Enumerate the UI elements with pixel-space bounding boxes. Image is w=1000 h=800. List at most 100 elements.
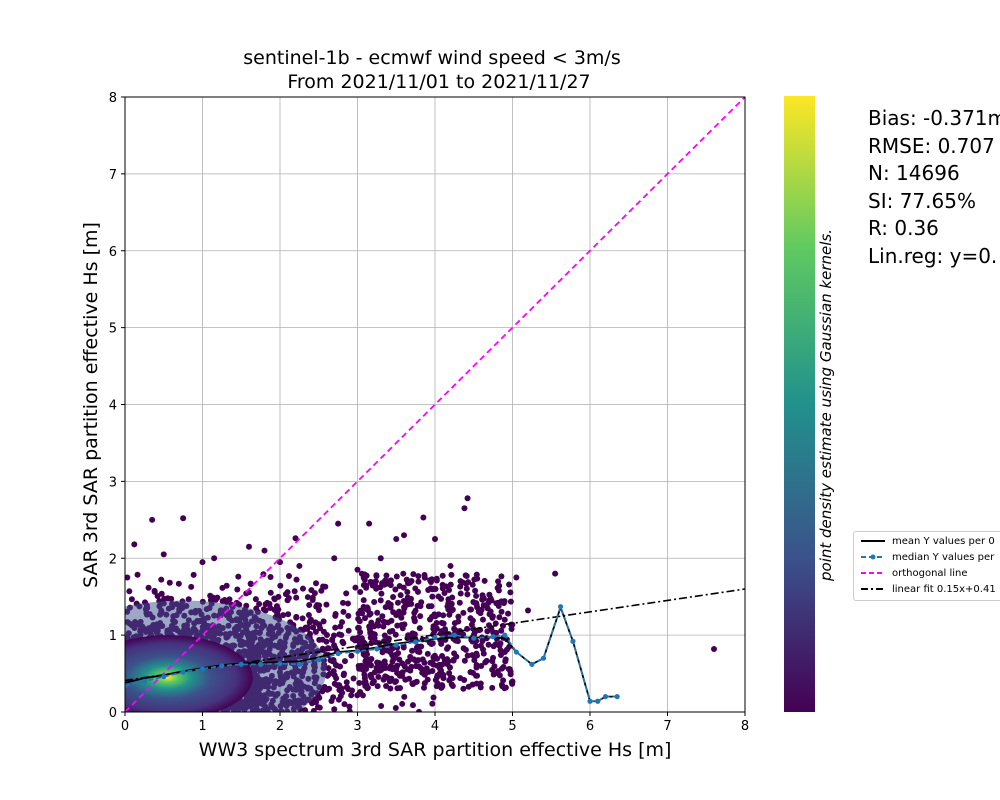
outlier-point (711, 645, 717, 652)
density-point (370, 678, 377, 685)
median-point (354, 648, 361, 654)
density-point (145, 584, 152, 591)
median-point (602, 694, 609, 700)
y-tick-label: 3 (109, 475, 117, 490)
stat-r: R: 0.36 (868, 216, 939, 240)
stat-n: N: 14696 (868, 161, 960, 185)
density-point (366, 623, 373, 630)
density-point (477, 680, 484, 687)
legend-entry-linear-fit: linear fit 0.15x+0.41 (860, 582, 996, 596)
density-point (400, 597, 407, 604)
density-point (319, 688, 326, 695)
density-point (461, 657, 468, 664)
density-core (125, 635, 253, 712)
median-point (529, 661, 535, 667)
density-point (330, 694, 337, 701)
density-point (243, 602, 250, 609)
density-point (394, 599, 401, 606)
density-point (317, 625, 324, 632)
density-point (467, 606, 474, 613)
density-point (267, 574, 274, 581)
legend-entry-mean: mean Y values per 0 (860, 534, 995, 548)
y-tick-label: 4 (109, 399, 117, 414)
density-point (313, 603, 320, 610)
density-point (371, 580, 378, 587)
density-point (464, 591, 471, 598)
density-point (431, 655, 438, 662)
median-point (180, 669, 186, 675)
density-point (447, 581, 454, 588)
density-point (432, 585, 439, 592)
density-point (414, 645, 421, 652)
density-point (260, 606, 267, 613)
density-point (478, 662, 485, 669)
density-point (361, 576, 368, 583)
density-point (437, 630, 444, 637)
density-point (392, 678, 399, 685)
outlier-point (377, 555, 384, 562)
legend-label-orthogonal: orthogonal line (892, 567, 968, 579)
density-point (435, 593, 442, 600)
density-point (190, 571, 197, 578)
density-point (509, 678, 516, 685)
density-point (457, 590, 464, 597)
stat-rmse: RMSE: 0.707 (868, 133, 995, 158)
density-point (309, 597, 316, 604)
outlier-point (131, 541, 138, 548)
density-point (498, 608, 505, 615)
outlier-point (149, 516, 156, 523)
outlier-point (501, 616, 508, 623)
density-point (221, 596, 228, 603)
density-point (310, 707, 317, 712)
density-point (158, 576, 165, 583)
outlier-point (211, 555, 218, 562)
density-point (168, 595, 175, 602)
density-point (307, 630, 314, 637)
density-point (340, 608, 347, 615)
density-point (489, 613, 496, 620)
density-point (378, 702, 385, 709)
series-layer (125, 97, 745, 712)
legend-swatch-linear-fit (861, 588, 885, 590)
y-tick-label: 5 (109, 322, 117, 337)
point-density-cloud (125, 495, 717, 712)
density-point (440, 612, 447, 619)
y-tick-label: 1 (109, 629, 117, 644)
density-point (306, 601, 313, 608)
density-point (352, 584, 359, 591)
density-point (324, 686, 331, 693)
density-point (417, 613, 424, 620)
density-point (362, 678, 369, 685)
density-point (341, 701, 348, 708)
legend-label-linear-fit: linear fit 0.15x+0.41 (892, 583, 996, 595)
median-point (393, 642, 399, 648)
stat-bias: Bias: -0.371m (868, 106, 1000, 130)
density-point (433, 683, 440, 690)
density-point (503, 646, 510, 653)
density-point (471, 657, 478, 664)
density-point (415, 708, 422, 712)
density-point (411, 617, 418, 624)
density-point (468, 621, 475, 628)
outlier-point (420, 514, 427, 521)
density-point (496, 614, 503, 621)
x-tick-label: 0 (121, 719, 129, 734)
density-point (493, 600, 500, 607)
density-point (465, 579, 472, 586)
outlier-point (401, 532, 407, 539)
density-point (330, 668, 337, 675)
density-point (401, 663, 408, 670)
density-point (391, 654, 398, 661)
outlier-point (335, 520, 342, 527)
density-point (340, 640, 347, 647)
density-point (341, 658, 348, 665)
density-point (421, 680, 428, 687)
density-point (364, 607, 371, 614)
density-point (385, 635, 392, 642)
density-point (379, 649, 386, 656)
density-point (436, 671, 443, 678)
outlier-point (354, 566, 361, 573)
x-tick-label: 8 (741, 719, 749, 734)
y-axis-label: SAR 3rd SAR partition effective Hs [m] (80, 222, 102, 588)
density-point (457, 675, 464, 682)
